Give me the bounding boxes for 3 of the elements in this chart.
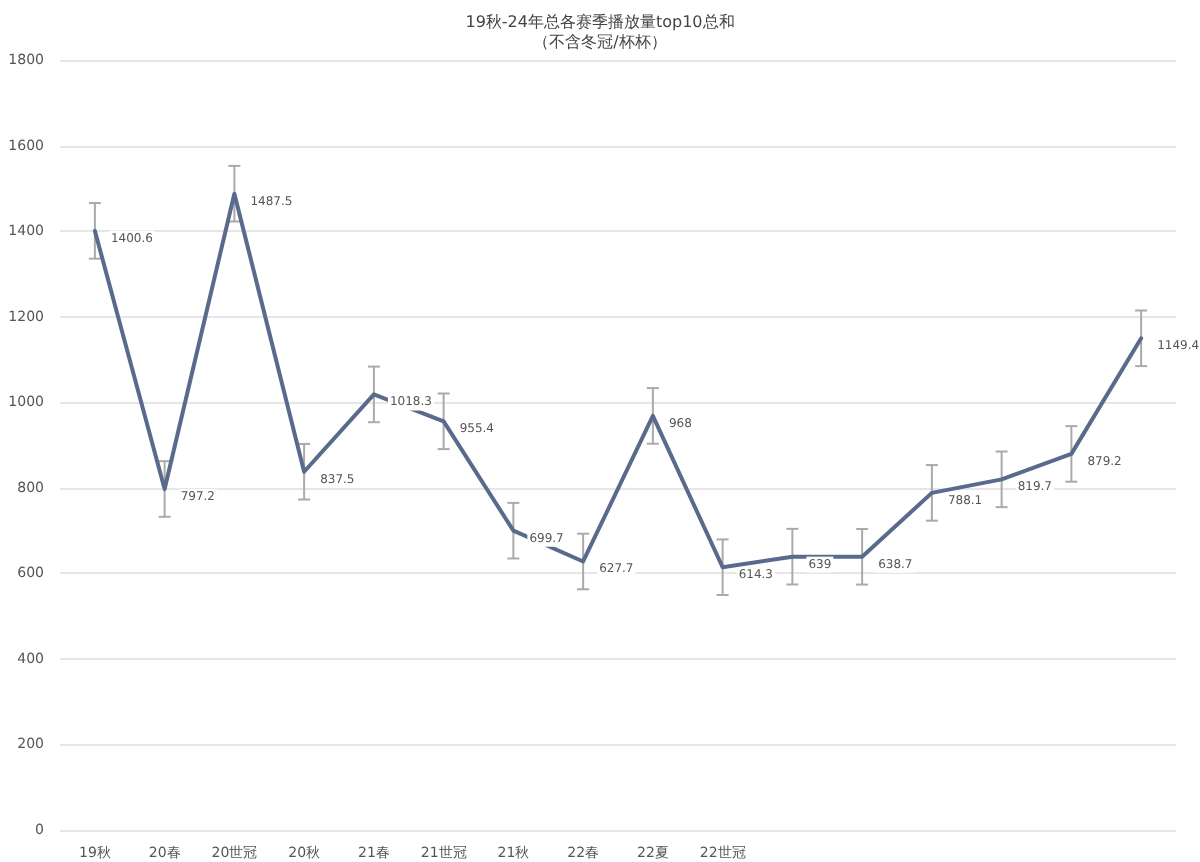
chart-title: 19秋-24年总各赛季播放量top10总和 (465, 13, 735, 31)
chart-subtitle: （不含冬冠/杯杯） (533, 33, 667, 51)
line-series (92, 191, 1144, 570)
